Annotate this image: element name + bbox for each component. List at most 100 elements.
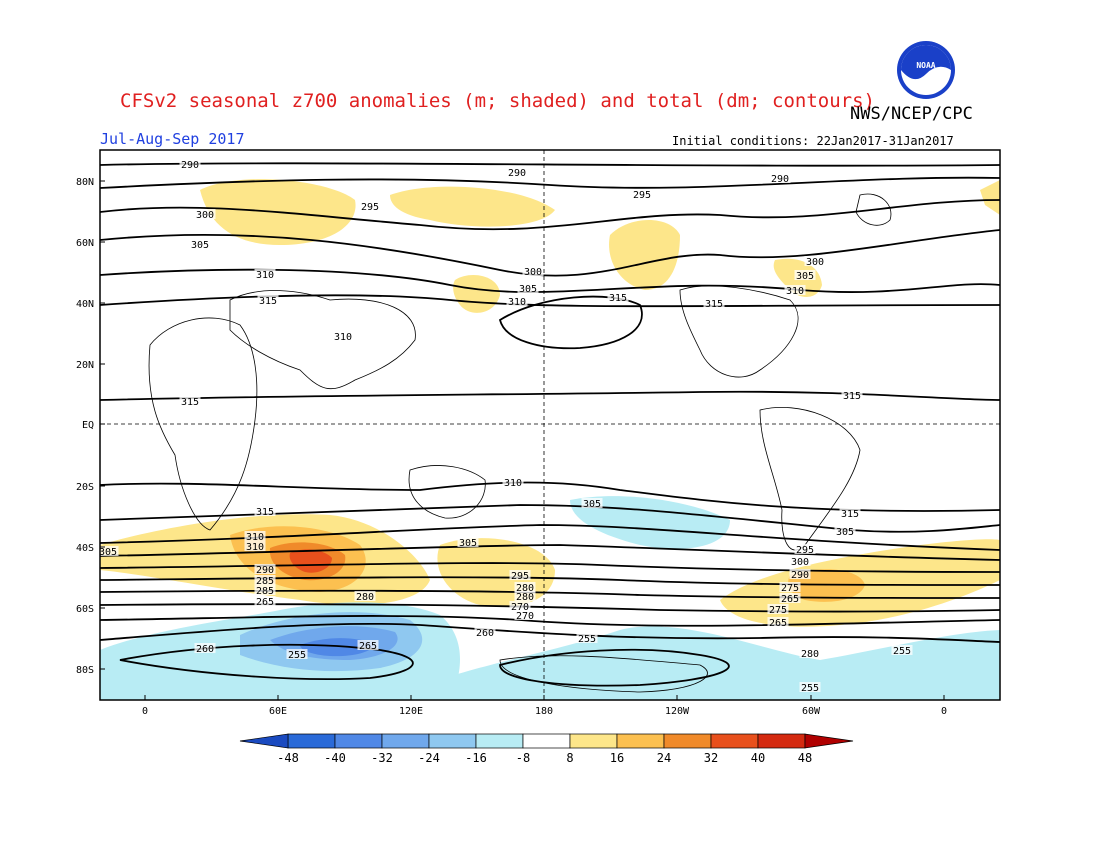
contour-label: 310 bbox=[246, 532, 264, 543]
contour-label: 315 bbox=[705, 299, 723, 310]
contour-label: 265 bbox=[781, 594, 799, 605]
colorbar-bin bbox=[616, 733, 665, 749]
colorbar-bin bbox=[334, 733, 383, 749]
contour-label: 290 bbox=[508, 168, 526, 179]
colorbar-tick-label: 40 bbox=[751, 751, 765, 765]
latitude-axis: 80N 60N 40N 20N EQ 20S 40S 60S 80S bbox=[76, 177, 105, 676]
contour-label: 295 bbox=[361, 202, 379, 213]
contour-label: 290 bbox=[256, 565, 274, 576]
colorbar-bin bbox=[475, 733, 524, 749]
contour-label: 310 bbox=[508, 297, 526, 308]
contour-label: 285 bbox=[256, 576, 274, 587]
longitude-axis: 0 60E 120E 180 120W 60W 0 bbox=[142, 695, 947, 717]
lat-tick-label: 40N bbox=[76, 299, 94, 310]
lon-tick-label: 120W bbox=[665, 706, 690, 717]
colorbar-tick-label: -32 bbox=[371, 751, 393, 765]
chart-title: CFSv2 seasonal z700 anomalies (m; shaded… bbox=[120, 90, 875, 112]
contour-label: 310 bbox=[334, 332, 352, 343]
contour-label: 290 bbox=[181, 160, 199, 171]
lat-tick-label: 80S bbox=[76, 665, 94, 676]
lat-tick-label: 80N bbox=[76, 177, 94, 188]
contour-label: 315 bbox=[256, 507, 274, 518]
colorbar-bin bbox=[522, 733, 571, 749]
contour-label: 265 bbox=[359, 641, 377, 652]
contour-label: 270 bbox=[511, 602, 529, 613]
lon-tick-label: 180 bbox=[535, 706, 553, 717]
colorbar-bin bbox=[663, 733, 712, 749]
lon-tick-label: 60E bbox=[269, 706, 287, 717]
contour-label: 315 bbox=[841, 509, 859, 520]
forecast-period: Jul-Aug-Sep 2017 bbox=[100, 130, 245, 148]
colorbar-bin bbox=[428, 733, 477, 749]
noaa-logo: NOAA bbox=[897, 41, 955, 99]
contour-label: 295 bbox=[796, 545, 814, 556]
contour-label: 300 bbox=[196, 210, 214, 221]
colorbar-tick-label: -48 bbox=[277, 751, 299, 765]
colorbar-tick-label: 24 bbox=[657, 751, 671, 765]
map-frame bbox=[99, 149, 1001, 701]
contour-label: 310 bbox=[504, 478, 522, 489]
contour-label: 265 bbox=[769, 618, 787, 629]
lat-tick-label: 40S bbox=[76, 543, 94, 554]
contour-label: 280 bbox=[801, 649, 819, 660]
contour-label: 290 bbox=[771, 174, 789, 185]
colorbar-bin bbox=[287, 733, 336, 749]
lat-tick-label: 60N bbox=[76, 238, 94, 249]
contour-label: 315 bbox=[259, 296, 277, 307]
contour-label: 255 bbox=[893, 646, 911, 657]
contour-label: 305 bbox=[796, 271, 814, 282]
contour-label: 290 bbox=[791, 570, 809, 581]
positive-anomaly-shading bbox=[100, 179, 1000, 627]
contour-label: 265 bbox=[256, 597, 274, 608]
colorbar-bin bbox=[757, 733, 806, 749]
colorbar: -48 -40 -32 -24 -16 -8 8 16 24 32 40 48 bbox=[239, 733, 854, 765]
svg-text:NOAA: NOAA bbox=[916, 61, 935, 70]
contour-label: 300 bbox=[791, 557, 809, 568]
contour-label: 295 bbox=[511, 571, 529, 582]
contour-label: 300 bbox=[806, 257, 824, 268]
lon-tick-label: 60W bbox=[802, 706, 821, 717]
colorbar-tick-label: 8 bbox=[566, 751, 573, 765]
lat-tick-label: EQ bbox=[82, 420, 94, 431]
colorbar-tick-label: -16 bbox=[465, 751, 487, 765]
colorbar-tick-label: 32 bbox=[704, 751, 718, 765]
contour-label: 310 bbox=[786, 286, 804, 297]
contour-label: 285 bbox=[256, 586, 274, 597]
height-contours bbox=[100, 162, 1000, 687]
contour-label: 305 bbox=[583, 499, 601, 510]
colorbar-tick-label: -24 bbox=[418, 751, 440, 765]
lat-tick-label: 60S bbox=[76, 604, 94, 615]
contour-label: 310 bbox=[246, 542, 264, 553]
lon-tick-label: 0 bbox=[142, 706, 148, 717]
contour-label: 305 bbox=[519, 284, 537, 295]
contour-label: 255 bbox=[288, 650, 306, 661]
colorbar-bin bbox=[569, 733, 618, 749]
contour-label: 255 bbox=[578, 634, 596, 645]
organization-label: NWS/NCEP/CPC bbox=[850, 104, 973, 124]
contour-label: 295 bbox=[633, 190, 651, 201]
contour-label: 280 bbox=[356, 592, 374, 603]
contour-label: 275 bbox=[781, 583, 799, 594]
contour-label: 280 bbox=[516, 583, 534, 594]
contour-label: 280 bbox=[516, 592, 534, 603]
contour-label: 275 bbox=[769, 605, 787, 616]
lon-tick-label: 0 bbox=[941, 706, 947, 717]
contour-label: 315 bbox=[609, 293, 627, 304]
lat-tick-label: 20N bbox=[76, 360, 94, 371]
contour-label: 315 bbox=[181, 397, 199, 408]
colorbar-tick-label: -8 bbox=[516, 751, 530, 765]
contour-label: 305 bbox=[836, 527, 854, 538]
lat-tick-label: 20S bbox=[76, 482, 94, 493]
colorbar-low-arrow bbox=[239, 733, 289, 749]
colorbar-bin bbox=[381, 733, 430, 749]
contour-label: 260 bbox=[476, 628, 494, 639]
contour-label: 260 bbox=[196, 644, 214, 655]
contour-label: 305 bbox=[99, 547, 117, 558]
contour-label: 305 bbox=[459, 538, 477, 549]
contour-label: 270 bbox=[516, 611, 534, 622]
initial-conditions: Initial conditions: 22Jan2017-31Jan2017 bbox=[672, 134, 954, 148]
contour-label: 300 bbox=[524, 267, 542, 278]
colorbar-high-arrow bbox=[804, 733, 854, 749]
